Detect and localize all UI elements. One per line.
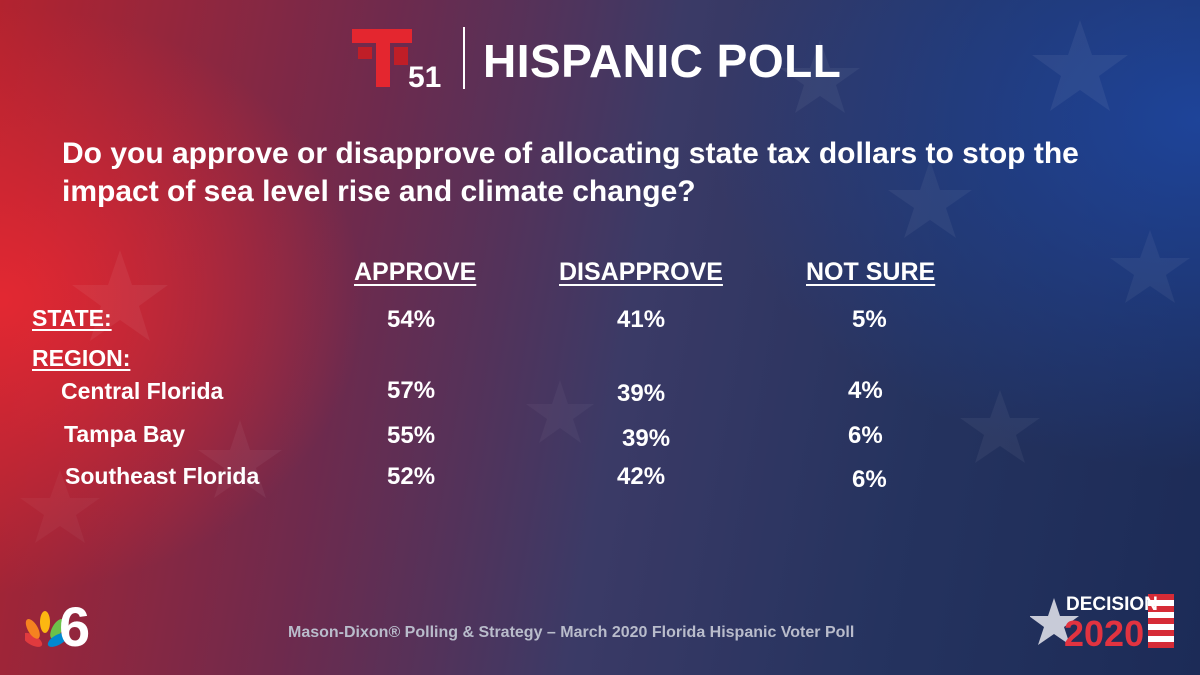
state-label: STATE: xyxy=(32,305,112,331)
state-not-sure-value: 5% xyxy=(852,306,887,333)
southeast-florida-disapprove-value: 42% xyxy=(617,463,666,490)
column-header-not-sure: NOT SURE xyxy=(806,258,936,286)
station-number: 6 xyxy=(59,595,90,650)
decision-year: 2020 xyxy=(1064,613,1144,650)
background-star xyxy=(1032,20,1128,111)
column-header-approve: APPROVE xyxy=(354,258,477,286)
background-star xyxy=(960,390,1040,463)
central-florida-approve-value: 57% xyxy=(387,377,436,404)
southeast-florida-approve-value: 52% xyxy=(387,463,436,490)
tampa-bay-not-sure-value: 6% xyxy=(848,422,883,449)
central-florida-disapprove-value: 39% xyxy=(617,380,666,407)
southeast-florida-not-sure-value: 6% xyxy=(852,466,887,493)
header-divider xyxy=(463,27,465,89)
background-star xyxy=(1110,230,1190,303)
peacock-icon xyxy=(25,611,68,647)
tampa-bay-approve-value: 55% xyxy=(387,422,436,449)
background-star xyxy=(72,250,168,341)
telemundo-51-logo: 51 xyxy=(352,29,441,90)
region-name-southeast-florida: Southeast Florida xyxy=(65,463,260,489)
background-star xyxy=(198,420,282,498)
central-florida-not-sure-value: 4% xyxy=(848,377,883,404)
nbc6-logo: 6 xyxy=(25,595,90,650)
tampa-bay-disapprove-value: 39% xyxy=(622,425,671,452)
background-star xyxy=(780,40,860,113)
region-name-tampa-bay: Tampa Bay xyxy=(64,421,186,447)
state-disapprove-value: 41% xyxy=(617,306,666,333)
region-label: REGION: xyxy=(32,345,131,371)
flag-stripes-icon xyxy=(1148,594,1174,648)
state-approve-value: 54% xyxy=(387,306,436,333)
decision-word: DECISION xyxy=(1066,594,1158,615)
region-name-central-florida: Central Florida xyxy=(61,378,224,404)
background-star xyxy=(526,380,594,443)
background-star xyxy=(888,160,972,238)
star-icon xyxy=(1030,598,1079,645)
poll-question: Do you approve or disapprove of allocati… xyxy=(62,137,1079,208)
background-star xyxy=(20,470,100,543)
decision-2020-logo: DECISION 2020 xyxy=(1030,594,1174,650)
poll-source-credit: Mason-Dixon® Polling & Strategy – March … xyxy=(288,624,855,641)
logo-number: 51 xyxy=(408,61,441,90)
column-header-disapprove: DISAPPROVE xyxy=(559,258,723,286)
page-title: HISPANIC POLL xyxy=(483,35,842,87)
